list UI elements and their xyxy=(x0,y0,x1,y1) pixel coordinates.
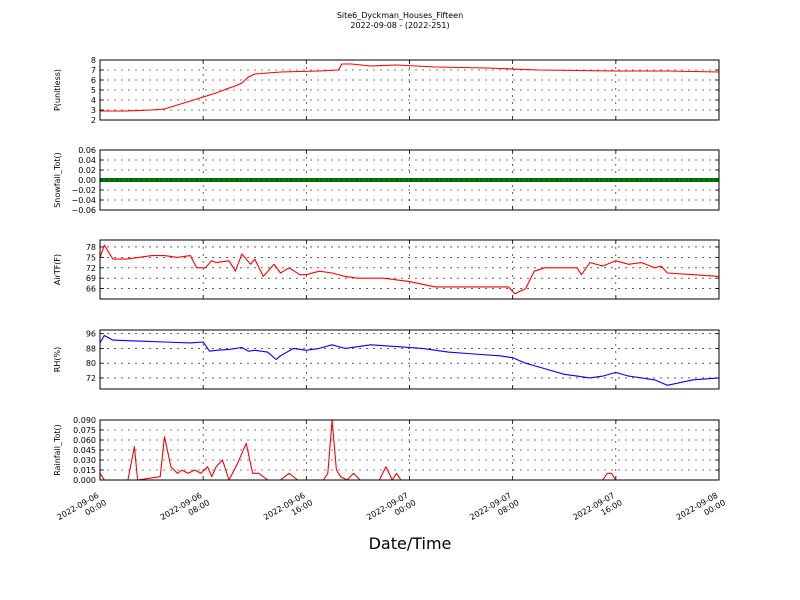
y-tick-label: 0.060 xyxy=(73,436,96,445)
y-tick-label: 78 xyxy=(86,243,96,252)
y-axis-label: AirTF(F) xyxy=(53,254,62,285)
plot-frame xyxy=(99,329,720,390)
y-tick-label: 0.06 xyxy=(78,146,96,155)
y-tick-label: 0.00 xyxy=(78,176,96,185)
y-tick-label: −0.06 xyxy=(71,206,96,215)
x-axis-label: Date/Time xyxy=(368,534,452,553)
y-tick-label: 5 xyxy=(91,86,96,95)
plot-frame xyxy=(99,239,720,300)
y-tick-label: 0.075 xyxy=(73,426,96,435)
y-tick-label: −0.04 xyxy=(71,196,96,205)
y-tick-label: 66 xyxy=(86,285,96,294)
series-line xyxy=(100,63,720,112)
y-tick-label: 69 xyxy=(86,274,96,283)
y-tick-label: 0.015 xyxy=(73,466,96,475)
y-axis-label: Snowfall_Tot() xyxy=(53,152,62,208)
y-axis-label: Rainfall_Tot() xyxy=(53,424,62,476)
y-tick-label: 6 xyxy=(91,76,96,85)
y-tick-label: 3 xyxy=(91,106,96,115)
y-axis-label: RH(%) xyxy=(53,347,62,372)
y-tick-label: 72 xyxy=(86,264,96,273)
y-tick-label: 0.000 xyxy=(73,476,96,485)
y-tick-label: 0.045 xyxy=(73,446,96,455)
series-line xyxy=(99,334,720,386)
y-tick-label: 0.04 xyxy=(78,156,96,165)
y-tick-label: 7 xyxy=(91,66,96,75)
y-tick-label: 96 xyxy=(86,330,96,339)
y-tick-label: 75 xyxy=(86,253,96,262)
series-line xyxy=(99,244,720,295)
y-tick-label: 88 xyxy=(86,344,96,353)
chart-subtitle: 2022-09-08 - (2022-251) xyxy=(350,21,450,30)
y-tick-label: 0.02 xyxy=(78,166,96,175)
y-tick-label: 80 xyxy=(86,359,96,368)
y-tick-label: 0.030 xyxy=(73,456,96,465)
plot-frame xyxy=(99,59,720,121)
y-tick-label: 8 xyxy=(91,56,96,65)
chart-title: Site6_Dyckman_Houses_Fifteen xyxy=(336,11,464,20)
y-tick-label: 0.090 xyxy=(73,416,96,425)
plot-frame xyxy=(99,419,720,481)
y-axis-label: P(unitless) xyxy=(53,69,62,111)
y-tick-label: 2 xyxy=(91,116,96,125)
plot-frame xyxy=(99,149,720,211)
y-tick-label: −0.02 xyxy=(71,186,96,195)
y-tick-label: 4 xyxy=(91,96,96,105)
y-tick-label: 72 xyxy=(86,374,96,383)
